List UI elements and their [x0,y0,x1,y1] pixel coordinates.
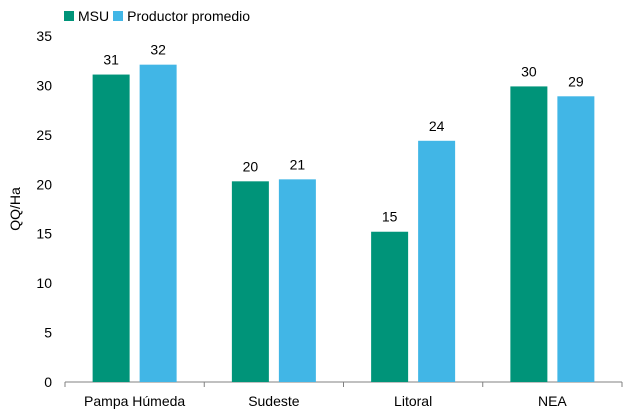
y-tick-label: 30 [36,77,52,93]
y-tick-label: 5 [44,325,52,341]
legend-swatch-productor-promedio [113,11,124,21]
legend-item-productor-promedio: Productor promedio [113,8,250,24]
bar-msu [231,181,269,382]
data-label-productor-promedio: 21 [290,156,306,172]
data-label-msu: 20 [243,158,259,174]
legend-label-msu: MSU [78,8,110,24]
chart-legend: MSU Productor promedio [64,8,254,24]
y-tick-label: 20 [36,176,52,192]
x-tick-label: Litoral [394,393,432,409]
bar-productor-promedio [139,64,177,382]
y-tick-label: 10 [36,275,52,291]
bar-productor-promedio [278,179,316,382]
data-label-msu: 15 [382,209,398,225]
bar-msu [510,86,548,382]
legend-swatch-msu [64,11,74,21]
data-label-productor-promedio: 29 [568,73,584,89]
bar-msu [92,74,130,382]
y-tick-label: 15 [36,226,52,242]
x-tick-label: Pampa Húmeda [84,393,185,409]
x-tick-label: NEA [538,393,567,409]
legend-item-msu: MSU [64,8,109,24]
data-label-msu: 31 [103,52,119,68]
data-label-productor-promedio: 32 [150,42,166,58]
y-tick-label: 35 [36,28,52,44]
legend-label-productor-promedio: Productor promedio [127,8,251,24]
bar-productor-promedio [557,96,595,382]
bar-msu [371,231,409,382]
y-tick-label: 25 [36,127,52,143]
data-label-productor-promedio: 24 [429,118,445,134]
y-tick-label: 0 [44,374,52,390]
y-axis-label: QQ/Ha [7,187,23,231]
data-label-msu: 30 [521,63,537,79]
bar-productor-promedio [418,140,456,382]
x-tick-label: Sudeste [248,393,300,409]
